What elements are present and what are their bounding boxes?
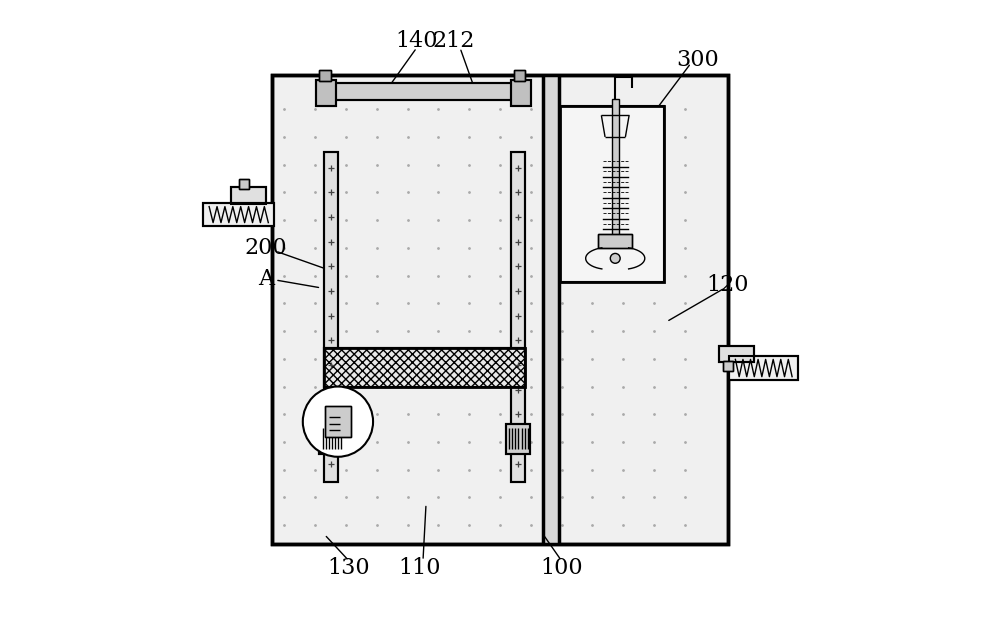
Bar [239,179,249,189]
Bar [514,71,525,82]
Bar [231,188,266,204]
Bar [316,80,336,106]
Text: 140: 140 [396,30,438,53]
Text: 100: 100 [540,557,583,579]
Bar [316,80,336,106]
Text: A: A [258,267,274,290]
Bar [723,361,733,371]
Bar [324,152,338,482]
Circle shape [610,253,620,263]
Bar [324,348,525,386]
Bar [560,106,664,282]
Bar [598,235,632,248]
Bar [723,361,733,371]
Bar [506,423,530,454]
Bar [319,423,343,454]
Text: 110: 110 [399,557,441,579]
Bar [325,406,351,437]
Bar [324,348,525,386]
Bar [506,423,530,454]
Bar [719,346,754,362]
Bar [272,76,728,543]
Text: 130: 130 [328,557,370,579]
Text: 120: 120 [707,274,749,296]
Bar [203,203,274,227]
Bar [272,76,728,543]
Bar [203,203,274,227]
Bar [612,99,619,241]
Bar [598,235,632,248]
Bar [324,83,525,100]
Circle shape [303,386,373,457]
Text: 300: 300 [676,49,719,71]
Bar [560,106,664,282]
Bar [324,83,525,100]
Bar [729,356,798,380]
Bar [543,76,559,543]
Bar [514,71,525,82]
Bar [511,152,525,482]
Bar [324,348,525,386]
Bar [239,179,249,189]
Text: 212: 212 [433,30,475,53]
Bar [319,423,343,454]
Bar [325,406,351,437]
Bar [231,188,266,204]
Bar [511,152,525,482]
Bar [719,346,754,362]
Bar [511,80,531,106]
Bar [319,71,331,82]
Bar [319,71,331,82]
Bar [324,152,338,482]
Bar [729,356,798,380]
Bar [511,80,531,106]
Text: 200: 200 [245,237,287,259]
